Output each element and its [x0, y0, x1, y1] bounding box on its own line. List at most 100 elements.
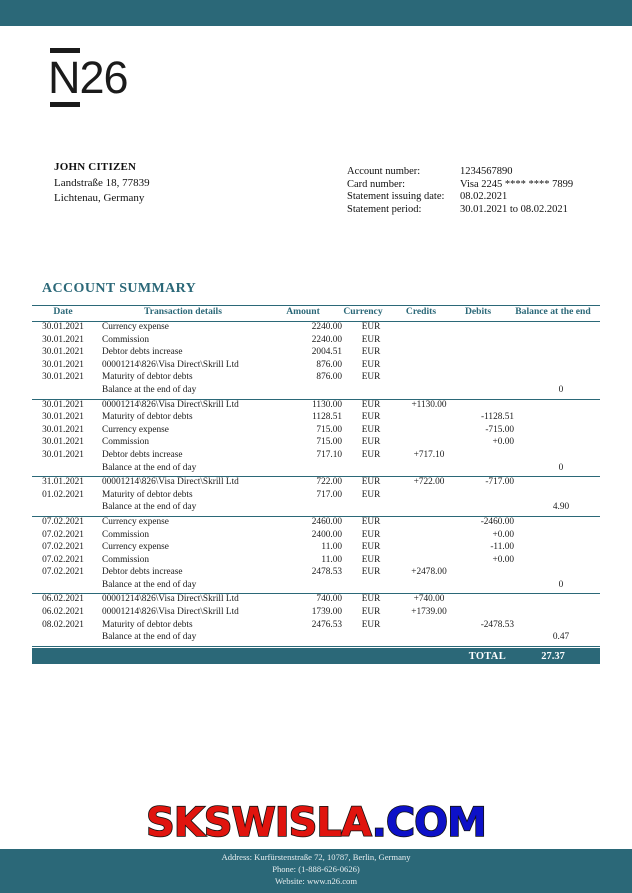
- cell-currency: EUR: [361, 619, 381, 630]
- cell-credits: +1739.00: [411, 607, 447, 618]
- account-number-value: 1234567890: [460, 166, 513, 177]
- customer-address-line-1: Landstraße 18, 77839: [54, 176, 150, 189]
- cell-currency: EUR: [361, 322, 381, 332]
- table-row: 07.02.2021 Commission 11.00 EUR +0.00: [32, 555, 600, 568]
- cell-currency: EUR: [361, 399, 381, 410]
- cell-currency: EUR: [361, 489, 381, 500]
- balance-end-of-day-value: 0.47: [552, 632, 570, 643]
- cell-debits: +0.00: [492, 437, 514, 448]
- balance-end-of-day-label: Balance at the end of day: [102, 462, 197, 473]
- cell-amount: 2240.00: [311, 322, 342, 332]
- cell-credits: +740.00: [413, 594, 445, 605]
- cell-transaction-details: Commission: [102, 554, 150, 565]
- group-separator: [32, 476, 600, 478]
- balance-end-of-day-value: 0: [558, 462, 564, 473]
- group-separator: [32, 515, 600, 517]
- balance-end-of-day-row: Balance at the end of day 0: [32, 463, 600, 476]
- statement-period-value: 30.01.2021 to 08.02.2021: [460, 203, 568, 215]
- cell-amount: 1739.00: [311, 607, 342, 618]
- card-number-value: Visa 2245 **** **** 7899: [460, 178, 574, 190]
- total-label: TOTAL: [468, 650, 506, 662]
- balance-end-of-day-label: Balance at the end of day: [102, 579, 197, 590]
- cell-transaction-details: Currency expense: [102, 542, 169, 553]
- cell-amount: 2400.00: [311, 529, 342, 540]
- cell-date: 07.02.2021: [42, 516, 84, 527]
- cell-transaction-details: Maturity of debtor debts: [102, 489, 193, 500]
- cell-transaction-details: 00001214\826\Visa Direct\Skrill Ltd: [102, 359, 239, 370]
- cell-transaction-details: Maturity of debtor debts: [102, 619, 193, 630]
- column-header-details: Transaction details: [144, 306, 222, 317]
- cell-currency: EUR: [361, 449, 381, 460]
- cell-amount: 715.00: [316, 424, 342, 435]
- cell-transaction-details: Commission: [102, 529, 150, 540]
- statement-period-label: Statement period:: [347, 203, 422, 215]
- table-row: 30.01.2021 Commission 2240.00 EUR: [32, 335, 600, 348]
- cell-currency: EUR: [361, 412, 381, 423]
- cell-date: 07.02.2021: [42, 529, 84, 540]
- cell-currency: EUR: [361, 477, 381, 488]
- account-info-block: Account number: 1234567890 Card number: …: [347, 164, 574, 215]
- cell-date: 30.01.2021: [42, 412, 84, 423]
- cell-date: 06.02.2021: [42, 594, 84, 605]
- cell-currency: EUR: [361, 359, 381, 370]
- logo-rule-bottom: [50, 102, 80, 107]
- column-header-currency: Currency: [343, 306, 383, 317]
- table-row: 30.01.2021 Currency expense 2240.00 EUR: [32, 322, 600, 335]
- table-row: 30.01.2021 Commission 715.00 EUR +0.00: [32, 437, 600, 450]
- watermark: SKSWISLA.COM: [0, 799, 632, 847]
- cell-credits: +2478.00: [411, 567, 447, 578]
- header-bar: [0, 0, 632, 26]
- cell-currency: EUR: [361, 372, 381, 383]
- cell-amount: 1130.00: [312, 399, 342, 410]
- cell-currency: EUR: [361, 554, 381, 565]
- cell-amount: 2240.00: [311, 334, 342, 345]
- cell-transaction-details: Commission: [102, 334, 150, 345]
- table-row: 30.01.2021 00001214\826\Visa Direct\Skril…: [32, 360, 600, 373]
- group-separator: [32, 593, 600, 595]
- balance-end-of-day-label: Balance at the end of day: [102, 632, 197, 643]
- cell-transaction-details: Currency expense: [102, 424, 169, 435]
- cell-currency: EUR: [361, 567, 381, 578]
- cell-transaction-details: 00001214\826\Visa Direct\Skrill Ltd: [102, 399, 239, 410]
- cell-debits: +0.00: [492, 554, 514, 565]
- table-body: 30.01.2021 Currency expense 2240.00 EUR 30.0…: [32, 322, 600, 647]
- cell-currency: EUR: [361, 516, 381, 527]
- logo-wordmark: N26: [48, 52, 129, 103]
- cell-date: 07.02.2021: [42, 542, 84, 553]
- cell-amount: 11.00: [321, 542, 342, 553]
- table-row: 30.01.2021 Currency expense 715.00 EUR -715.…: [32, 425, 600, 438]
- cell-date: 08.02.2021: [42, 619, 84, 630]
- table-row: 06.02.2021 00001214\826\Visa Direct\Skril…: [32, 607, 600, 620]
- cell-currency: EUR: [361, 334, 381, 345]
- cell-amount: 740.00: [316, 594, 342, 605]
- cell-debits: -1128.51: [481, 412, 514, 423]
- footer-address: Address: Kurfürstenstraße 72, 10787, Ber…: [221, 852, 411, 862]
- cell-currency: EUR: [361, 594, 381, 605]
- account-info-row: Statement period: 30.01.2021 to 08.02.20…: [347, 202, 573, 215]
- cell-credits: +717.10: [413, 449, 445, 460]
- cell-date: 07.02.2021: [42, 554, 84, 565]
- cell-date: 30.01.2021: [42, 399, 84, 410]
- cell-amount: 2476.53: [311, 619, 342, 630]
- footer-website: Website: www.n26.com: [274, 876, 358, 887]
- cell-date: 01.02.2021: [42, 489, 84, 500]
- footer-contact-block: Address: Kurfürstenstraße 72, 10787, Ber…: [0, 851, 632, 888]
- customer-address-block: JOHN CITIZEN Landstraße 18, 77839 Lichte…: [54, 160, 150, 207]
- cell-date: 30.01.2021: [42, 359, 84, 370]
- balance-end-of-day-row: Balance at the end of day 0: [32, 580, 600, 593]
- cell-debits: -717.00: [485, 477, 514, 488]
- column-header-credits: Credits: [405, 306, 437, 317]
- table-top-rule: [32, 305, 600, 306]
- cell-debits: -2478.53: [480, 619, 514, 630]
- cell-credits: +722.00: [413, 477, 445, 488]
- table-row: 30.01.2021 Maturity of debtor debts 1128.5…: [32, 412, 600, 425]
- balance-end-of-day-value: 4.90: [552, 502, 570, 513]
- cell-date: 30.01.2021: [42, 322, 84, 332]
- total-value: 27.37: [541, 650, 565, 662]
- cell-transaction-details: 00001214\826\Visa Direct\Skrill Ltd: [102, 594, 239, 605]
- cell-amount: 722.00: [316, 477, 342, 488]
- cell-amount: 717.00: [316, 489, 342, 500]
- cell-debits: -2460.00: [480, 516, 514, 527]
- table-row: 06.02.2021 00001214\826\Visa Direct\Skril…: [32, 594, 600, 607]
